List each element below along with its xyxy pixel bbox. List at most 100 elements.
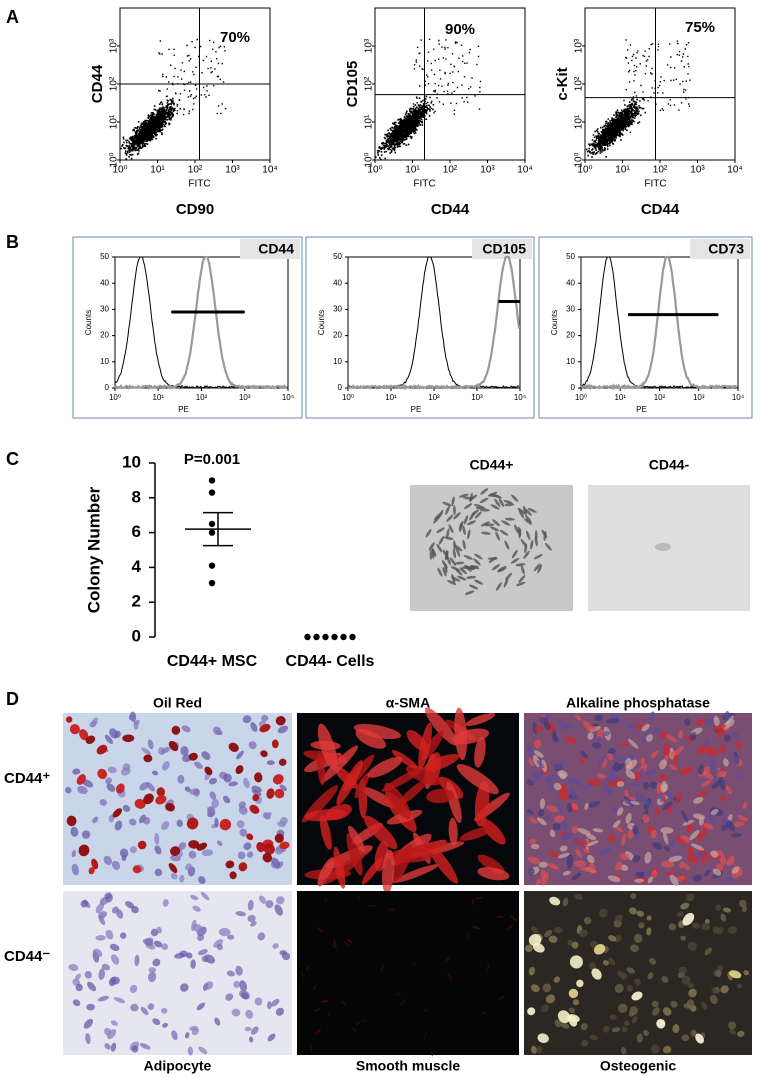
stain	[548, 935, 558, 943]
stain	[74, 973, 82, 981]
stain	[561, 831, 573, 841]
stain	[640, 799, 653, 807]
stain	[672, 1024, 680, 1034]
stain	[597, 755, 605, 766]
cell	[464, 590, 475, 595]
stain	[395, 992, 402, 996]
stain	[562, 897, 569, 907]
stain	[222, 795, 231, 804]
stain	[626, 723, 636, 730]
stain	[110, 1042, 117, 1052]
histogram-curve	[114, 255, 288, 391]
stain	[526, 809, 534, 815]
stain	[578, 757, 587, 765]
stain	[669, 874, 679, 887]
x-tick-label: 10³	[239, 393, 251, 402]
stain	[196, 1002, 206, 1011]
stain	[725, 785, 732, 795]
stain	[687, 982, 694, 989]
stain	[143, 754, 153, 763]
stain	[333, 846, 346, 889]
stain	[583, 916, 592, 925]
stain	[660, 781, 667, 793]
stain	[737, 814, 748, 822]
stain	[189, 1025, 198, 1031]
stain	[147, 971, 157, 983]
stain	[656, 1019, 666, 1029]
x-tick-label: 10³	[225, 165, 240, 176]
panel-label: B	[6, 232, 19, 252]
stain	[591, 968, 602, 980]
cell-type-label: Adipocyte	[144, 1058, 212, 1074]
stain	[131, 1045, 139, 1053]
stain	[162, 899, 169, 907]
stain	[246, 833, 254, 841]
y-tick-label: 10⁰	[574, 152, 585, 167]
stain	[448, 817, 458, 846]
stain	[201, 849, 214, 857]
stain	[112, 808, 123, 818]
column-title: Oil Red	[153, 695, 202, 711]
stain	[591, 742, 602, 749]
stain	[596, 728, 604, 740]
stain	[128, 818, 137, 826]
stain	[235, 911, 247, 917]
y-tick-label: 10	[122, 452, 141, 471]
y-tick-label: 10	[100, 357, 109, 366]
stain	[534, 726, 544, 732]
stain	[72, 999, 81, 1007]
y-tick-label: 10³	[109, 38, 120, 53]
stain	[539, 716, 549, 725]
stain	[569, 787, 579, 801]
stain	[607, 834, 616, 842]
stain	[121, 854, 127, 862]
stain	[246, 851, 254, 858]
x-tick-label: 10¹	[385, 393, 397, 402]
x-channel: PE	[636, 405, 647, 414]
stain	[645, 734, 654, 742]
stain	[531, 926, 539, 934]
stain	[274, 904, 283, 916]
stain	[607, 875, 621, 883]
cell	[511, 494, 519, 502]
cell	[446, 528, 450, 539]
stain	[161, 821, 170, 831]
stain	[509, 915, 518, 922]
x-tick-label: 10⁰	[577, 165, 592, 176]
x-tick-label: 10⁰	[575, 393, 587, 402]
stain	[481, 818, 506, 845]
stain	[551, 733, 559, 743]
stain	[732, 755, 740, 764]
stain	[571, 803, 578, 811]
stain	[547, 863, 560, 870]
stain	[686, 822, 694, 833]
stain	[528, 757, 534, 767]
stain	[471, 898, 474, 906]
stain	[225, 860, 235, 869]
cell	[511, 549, 518, 559]
stain	[130, 1003, 139, 1012]
stain	[542, 983, 552, 993]
row-label: CD44⁺	[4, 770, 50, 787]
stain	[105, 777, 112, 785]
stain	[730, 833, 742, 838]
y-tick-label: 0	[338, 383, 343, 392]
stain	[261, 714, 269, 722]
stain	[553, 926, 563, 934]
stain	[262, 852, 273, 863]
x-tick-label: 10⁰	[112, 165, 127, 176]
stain	[603, 785, 613, 795]
stain	[631, 991, 643, 1001]
cell	[489, 526, 500, 532]
cell	[505, 572, 513, 581]
stain	[612, 765, 620, 772]
stain	[625, 812, 632, 824]
stain	[211, 798, 220, 808]
stain	[459, 826, 494, 841]
stain	[642, 814, 650, 824]
stain	[558, 720, 568, 731]
stain	[129, 984, 138, 993]
stain	[111, 860, 121, 870]
x-tick-label: 10²	[443, 165, 458, 176]
stain	[192, 905, 201, 912]
